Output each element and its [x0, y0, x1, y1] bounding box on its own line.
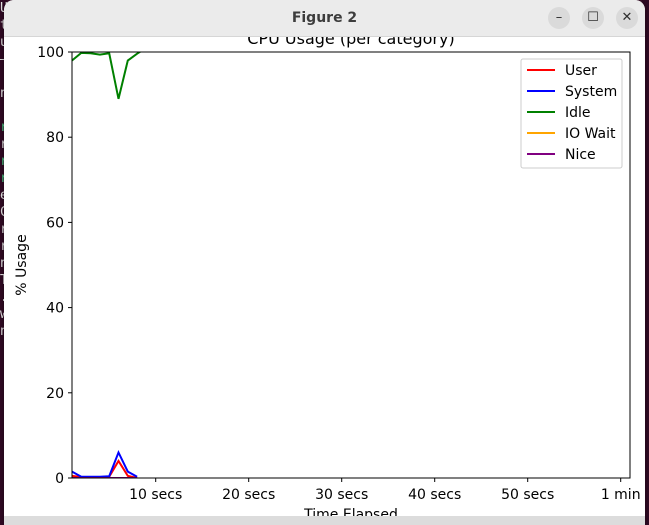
legend-label: User [565, 63, 597, 79]
legend-label: System [565, 84, 617, 100]
terminal-char: . [0, 289, 7, 306]
terminal-char: w [0, 306, 7, 323]
x-tick-label: 40 secs [408, 487, 461, 503]
terminal-char: C [0, 204, 7, 221]
series-line-system [72, 449, 138, 478]
y-tick-label: 0 [55, 471, 64, 487]
terminal-char: r [0, 153, 7, 170]
close-button[interactable]: ✕ [616, 7, 638, 29]
terminal-char: r [0, 136, 7, 153]
terminal-char: r [0, 238, 7, 255]
legend-label: Nice [565, 147, 596, 163]
y-tick-label: 80 [46, 130, 64, 146]
terminal-char: r [0, 170, 7, 187]
legend-label: IO Wait [565, 126, 616, 142]
terminal-char: – [0, 51, 7, 68]
x-tick-label: 50 secs [501, 487, 554, 503]
y-tick-label: 60 [46, 215, 64, 231]
x-tick-label: 30 secs [315, 487, 368, 503]
terminal-char: n [0, 85, 7, 102]
terminal-char: u [0, 34, 7, 51]
desktop-background [642, 0, 649, 525]
terminal-char: n [0, 255, 7, 272]
terminal-char: U [0, 0, 7, 17]
terminal-char: e [0, 187, 7, 204]
maximize-button[interactable]: ☐ [582, 7, 604, 29]
window-bottom-edge [4, 516, 645, 525]
terminal-char: n [0, 323, 7, 340]
x-axis-label: Time Elapsed [303, 507, 398, 517]
y-tick-label: 40 [46, 301, 64, 317]
plot-frame [71, 51, 631, 479]
background-terminal: Utu– n rrrreCrrnT.wn [0, 0, 7, 525]
x-tick-label: 20 secs [222, 487, 275, 503]
y-tick-label: 20 [46, 386, 64, 402]
series-line-idle [72, 52, 142, 100]
figure-window: Figure 2 – ☐ ✕ CPU Usage (per category) 0… [4, 0, 645, 525]
legend-box [520, 58, 623, 169]
chart-title: CPU Usage (per category) [247, 37, 454, 48]
terminal-char: r [0, 221, 7, 238]
terminal-char: r [0, 119, 7, 136]
window-title: Figure 2 [291, 10, 358, 26]
terminal-char: T [0, 272, 7, 289]
x-tick-label: 10 secs [129, 487, 182, 503]
x-tick-label: 1 min [601, 487, 641, 503]
y-tick-label: 100 [37, 45, 64, 61]
title-bar[interactable]: Figure 2 – ☐ ✕ [4, 0, 645, 37]
legend-label: Idle [565, 105, 591, 121]
y-axis-label: % Usage [14, 234, 30, 295]
terminal-char: t [0, 17, 7, 34]
cpu-usage-chart: CPU Usage (per category) 0 20 40 60 80 100 10 s… [14, 37, 641, 517]
minimize-button[interactable]: – [548, 7, 570, 29]
figure-canvas: CPU Usage (per category) 0 20 40 60 80 100 10 s… [14, 37, 641, 517]
